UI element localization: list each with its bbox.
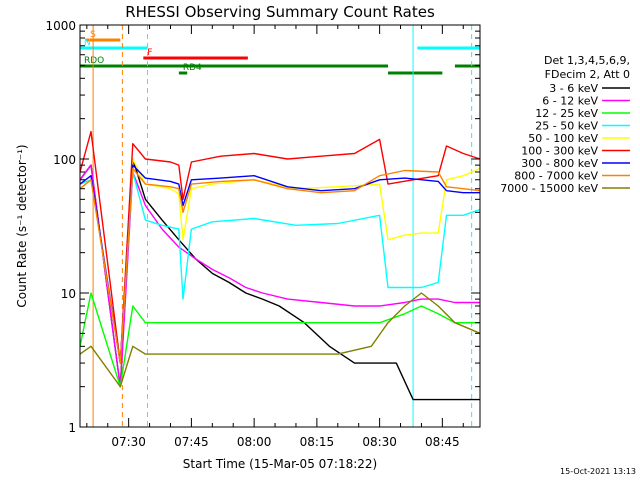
legend-label-800-7000-kev: 800 - 7000 keV — [514, 170, 598, 183]
legend-label-3-6-kev: 3 - 6 keV — [549, 82, 598, 95]
legend-label-50-100-kev: 50 - 100 keV — [528, 132, 598, 145]
footer-date: 15-Oct-2021 13:13 — [560, 467, 636, 476]
axes: 1 10 100 1000 07:30 07:45 08:00 08:15 08:30 08:45 — [45, 19, 480, 449]
y-tick-label: 1000 — [45, 19, 76, 33]
x-axis-label: Start Time (15-Mar-05 07:18:22) — [183, 457, 377, 471]
series-line-6-12-kev — [79, 164, 480, 388]
x-tick-label: 08:30 — [362, 435, 397, 449]
legend-label-6-12-kev: 6 - 12 keV — [542, 95, 598, 108]
flag-label-n: N — [84, 38, 91, 48]
legend-label-100-300-kev: 100 - 300 keV — [521, 145, 598, 158]
y-tick-label: 100 — [53, 153, 76, 167]
flag-label-f: F — [147, 48, 152, 58]
flag-label-rd4: RD4 — [183, 63, 202, 73]
series-line-300-800-kev — [79, 164, 480, 364]
plot-frame — [79, 24, 481, 428]
series-line-3-6-kev — [79, 158, 480, 401]
legend-label-300-800-kev: 300 - 800 keV — [521, 157, 598, 170]
series-line-100-300-kev — [79, 130, 481, 364]
legend-label-12-25-kev: 12 - 25 keV — [535, 107, 598, 120]
data-series — [79, 130, 481, 401]
series-line-25-50-kev — [79, 171, 481, 364]
legend-label-25-50-kev: 25 - 50 keV — [535, 120, 598, 133]
instrument-flags: SNFRDORD4 — [80, 30, 480, 75]
legend-header-line-1: Det 1,3,4,5,6,9, — [544, 54, 630, 67]
y-tick-label: 1 — [68, 421, 76, 435]
y-tick-label: 10 — [61, 287, 76, 301]
x-tick-label: 07:45 — [174, 435, 209, 449]
legend-label-7000-15000-kev: 7000 - 15000 keV — [500, 182, 598, 195]
series-line-12-25-kev — [79, 292, 480, 388]
x-tick-label: 08:45 — [425, 435, 460, 449]
flag-label-rdo: RDO — [84, 56, 104, 66]
y-axis-label: Count Rate (s⁻¹ detector⁻¹) — [15, 144, 29, 307]
x-tick-label: 07:30 — [111, 435, 146, 449]
chart-title: RHESSI Observing Summary Count Rates — [125, 3, 435, 21]
legend-header-line-2: FDecim 2, Att 0 — [545, 68, 630, 81]
series-line-7000-15000-kev — [79, 292, 481, 388]
legend: Det 1,3,4,5,6,9, FDecim 2, Att 0 3 - 6 k… — [500, 54, 630, 195]
x-tick-label: 08:00 — [237, 435, 272, 449]
x-tick-label: 08:15 — [300, 435, 335, 449]
series-line-800-7000-kev — [79, 167, 481, 364]
